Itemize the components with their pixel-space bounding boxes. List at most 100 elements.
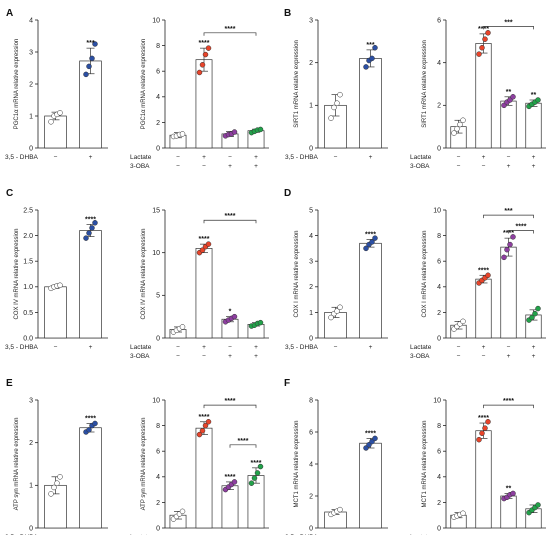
condition-mark: − (54, 154, 58, 161)
data-point (479, 430, 485, 437)
y-tick-label: 2 (29, 81, 33, 88)
data-point (457, 121, 463, 128)
data-point (334, 100, 340, 106)
data-point (86, 63, 92, 70)
condition-mark: − (202, 353, 206, 360)
bar (475, 278, 492, 339)
y-tick-label: 8 (437, 233, 441, 240)
y-tick-label: 6 (437, 259, 441, 266)
y-tick-label: 0.5 (23, 310, 33, 317)
condition-mark: − (176, 353, 180, 360)
y-tick-label: 1 (29, 483, 33, 490)
significance-label: *** (86, 40, 94, 47)
y-tick-label: 2 (437, 310, 441, 317)
data-point (57, 474, 63, 480)
condition-label: Lactate (410, 154, 432, 161)
bar (79, 230, 102, 339)
y-axis-label: COX I mRNA relative expression (294, 230, 300, 317)
y-tick-label: 4 (156, 474, 160, 481)
condition-mark: + (369, 154, 373, 161)
chart-d-right: 0 2 4 6 8 10 COX I mRNA relative expression ***… (410, 207, 546, 360)
condition-mark: − (482, 353, 486, 360)
data-point (460, 510, 466, 517)
significance-label: *** (366, 42, 374, 49)
data-point (205, 241, 212, 247)
significance-label: **** (503, 230, 514, 237)
significance-label: **** (365, 430, 376, 437)
y-tick-label: 0 (156, 145, 160, 152)
y-axis-label: SIRT1 mRNA relative expression (294, 40, 300, 128)
condition-label: 3,5 - DHBA (285, 154, 319, 161)
data-point (196, 431, 203, 438)
data-point (251, 475, 258, 481)
y-tick-label: 0 (437, 145, 441, 152)
data-point (51, 484, 57, 491)
condition-mark: − (507, 344, 511, 351)
y-tick-label: 2 (437, 103, 441, 110)
y-tick-label: 10 (152, 250, 160, 257)
chart-e-right: 0 2 4 6 8 10 ATP syn mRNA relative expression *… (130, 397, 269, 535)
data-point (460, 318, 466, 325)
data-point (328, 314, 334, 321)
y-axis-label: SIRT1 mRNA relative expression (422, 40, 428, 128)
data-point (179, 324, 186, 330)
y-tick-label: 0 (309, 145, 313, 152)
data-point (202, 422, 209, 429)
comparison-bracket (229, 444, 257, 448)
bar (475, 430, 492, 529)
condition-mark: + (202, 154, 206, 161)
panel-label-e: E (6, 378, 13, 389)
condition-mark: − (457, 154, 461, 161)
data-point (89, 55, 95, 62)
data-point (86, 427, 92, 433)
bar (44, 286, 67, 339)
condition-mark: + (507, 353, 511, 360)
significance-label: ** (506, 485, 512, 492)
bracket-label: **** (225, 213, 236, 220)
bar (359, 242, 382, 339)
y-tick-label: 10 (433, 397, 441, 404)
bar (525, 102, 542, 149)
y-axis-label: PGC1α mRNA relative expression (141, 39, 147, 130)
y-tick-label: 8 (309, 397, 313, 404)
panel-label-f: F (284, 378, 290, 389)
data-point (196, 69, 203, 76)
data-point (372, 235, 378, 241)
comparison-bracket (483, 26, 534, 30)
y-tick-label: 1.5 (23, 259, 33, 266)
data-point (482, 36, 488, 42)
significance-label: ** (506, 89, 512, 96)
y-tick-label: 6 (156, 69, 160, 76)
condition-label: 3,5 - DHBA (5, 154, 39, 161)
condition-mark: − (176, 154, 180, 161)
data-point (337, 506, 343, 513)
y-tick-label: 10 (433, 207, 441, 214)
y-tick-label: 0 (29, 525, 33, 532)
y-tick-label: 2 (309, 60, 313, 67)
data-point (334, 308, 340, 314)
data-point (83, 71, 89, 78)
condition-mark: − (457, 163, 461, 170)
bracket-label: **** (225, 398, 236, 405)
condition-mark: − (54, 344, 58, 351)
data-point (205, 45, 212, 51)
y-tick-label: 5 (156, 293, 160, 300)
data-point (529, 314, 535, 321)
significance-label: **** (478, 415, 489, 422)
significance-label: **** (199, 414, 210, 421)
y-tick-label: 6 (437, 17, 441, 24)
panel-label-d: D (284, 188, 291, 199)
condition-mark: + (507, 163, 511, 170)
y-tick-label: 2 (309, 284, 313, 291)
chart-d-left: 0 1 2 3 4 5 COX I mRNA relative expression ****… (285, 207, 388, 351)
data-point (202, 51, 209, 58)
data-point (199, 62, 206, 68)
bracket-label: **** (238, 438, 249, 445)
y-tick-label: 4 (309, 461, 313, 468)
data-point (369, 55, 375, 62)
data-point (231, 313, 238, 320)
y-tick-label: 3 (309, 259, 313, 266)
